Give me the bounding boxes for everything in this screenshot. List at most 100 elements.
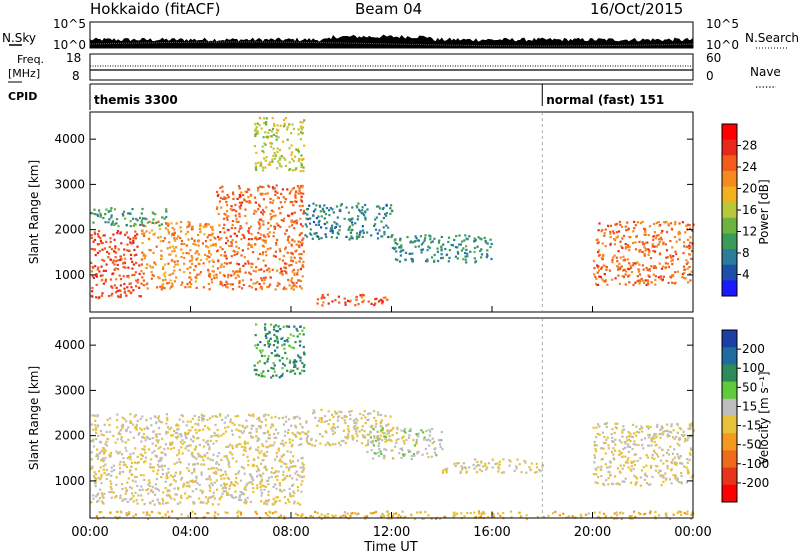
data-cell xyxy=(219,196,222,200)
data-cell xyxy=(486,249,489,252)
data-cell xyxy=(299,356,302,359)
data-cell xyxy=(180,413,183,417)
data-cell xyxy=(198,228,201,231)
data-cell xyxy=(399,254,402,257)
data-cell xyxy=(207,223,210,226)
data-cell xyxy=(439,517,442,520)
data-cell xyxy=(216,267,220,270)
data-cell xyxy=(244,262,247,265)
data-cell xyxy=(108,430,111,433)
data-cell xyxy=(175,432,178,435)
data-cell xyxy=(94,477,97,480)
data-cell xyxy=(424,237,427,240)
data-cell xyxy=(612,440,615,443)
data-cell xyxy=(621,480,624,483)
data-cell xyxy=(607,444,610,447)
data-cell xyxy=(195,250,198,253)
data-cell xyxy=(292,282,295,285)
data-cell xyxy=(177,435,180,438)
data-cell xyxy=(242,430,246,433)
data-cell xyxy=(686,458,689,461)
data-cell xyxy=(485,256,488,259)
data-cell xyxy=(690,257,693,260)
data-cell xyxy=(690,476,693,479)
data-cell xyxy=(393,512,396,515)
data-cell xyxy=(183,242,186,246)
data-cell xyxy=(303,363,306,367)
data-cell xyxy=(119,289,122,292)
data-cell xyxy=(269,283,272,286)
data-cell xyxy=(274,475,277,479)
data-cell xyxy=(142,511,145,514)
data-cell xyxy=(628,268,631,271)
data-cell xyxy=(97,499,100,502)
data-cell xyxy=(674,250,677,253)
data-cell xyxy=(210,495,213,498)
data-cell xyxy=(258,223,261,226)
data-cell xyxy=(272,502,275,505)
data-cell xyxy=(271,186,274,189)
colorbar-tick-label: 4 xyxy=(742,268,750,282)
data-cell xyxy=(654,515,657,518)
data-cell xyxy=(175,276,178,279)
data-cell xyxy=(415,442,418,445)
data-cell xyxy=(406,236,409,239)
data-cell xyxy=(208,475,211,478)
data-cell xyxy=(487,462,491,465)
data-cell xyxy=(250,238,253,241)
data-cell xyxy=(132,495,135,498)
data-cell xyxy=(187,515,190,518)
data-cell xyxy=(411,252,414,255)
data-cell xyxy=(180,435,183,438)
data-cell xyxy=(170,273,173,276)
data-cell xyxy=(614,223,617,226)
data-cell xyxy=(182,485,185,488)
data-cell xyxy=(225,473,228,476)
data-cell xyxy=(115,450,118,453)
data-cell xyxy=(480,253,484,256)
data-cell xyxy=(288,467,291,470)
data-cell xyxy=(375,422,378,425)
data-cell xyxy=(348,410,351,413)
data-cell xyxy=(295,360,298,363)
data-cell xyxy=(147,483,150,486)
data-cell xyxy=(118,296,121,299)
data-cell xyxy=(271,158,274,161)
data-cell xyxy=(213,276,216,280)
data-cell xyxy=(223,274,226,278)
noise-left-tick-top: 10^5 xyxy=(53,17,86,31)
data-cell xyxy=(439,445,442,449)
data-cell xyxy=(286,138,289,141)
data-cell xyxy=(345,235,348,238)
data-cell xyxy=(292,494,295,497)
data-cell xyxy=(227,215,230,218)
data-cell xyxy=(272,147,275,150)
data-cell xyxy=(98,209,101,212)
data-cell xyxy=(614,422,617,425)
data-cell xyxy=(195,276,198,279)
data-cell xyxy=(223,196,226,199)
data-cell xyxy=(626,246,629,249)
data-cell xyxy=(230,205,233,208)
data-cell xyxy=(673,462,677,465)
data-cell xyxy=(469,512,472,515)
data-cell xyxy=(274,428,278,431)
data-cell xyxy=(266,430,270,433)
data-cell xyxy=(171,232,174,235)
data-cell xyxy=(294,472,297,475)
data-cell xyxy=(262,485,265,488)
data-cell xyxy=(394,445,397,448)
data-cell xyxy=(230,482,233,485)
data-cell xyxy=(126,275,129,278)
data-cell xyxy=(361,209,364,212)
data-cell xyxy=(426,452,429,455)
data-cell xyxy=(166,419,169,422)
data-cell xyxy=(157,417,160,420)
data-cell xyxy=(191,417,194,420)
data-cell xyxy=(152,251,155,254)
data-cell xyxy=(153,450,156,453)
data-cell xyxy=(101,248,104,251)
data-cell xyxy=(339,515,342,518)
data-cell xyxy=(293,240,296,243)
cpid-mode-label: themis 3300 xyxy=(94,93,178,107)
